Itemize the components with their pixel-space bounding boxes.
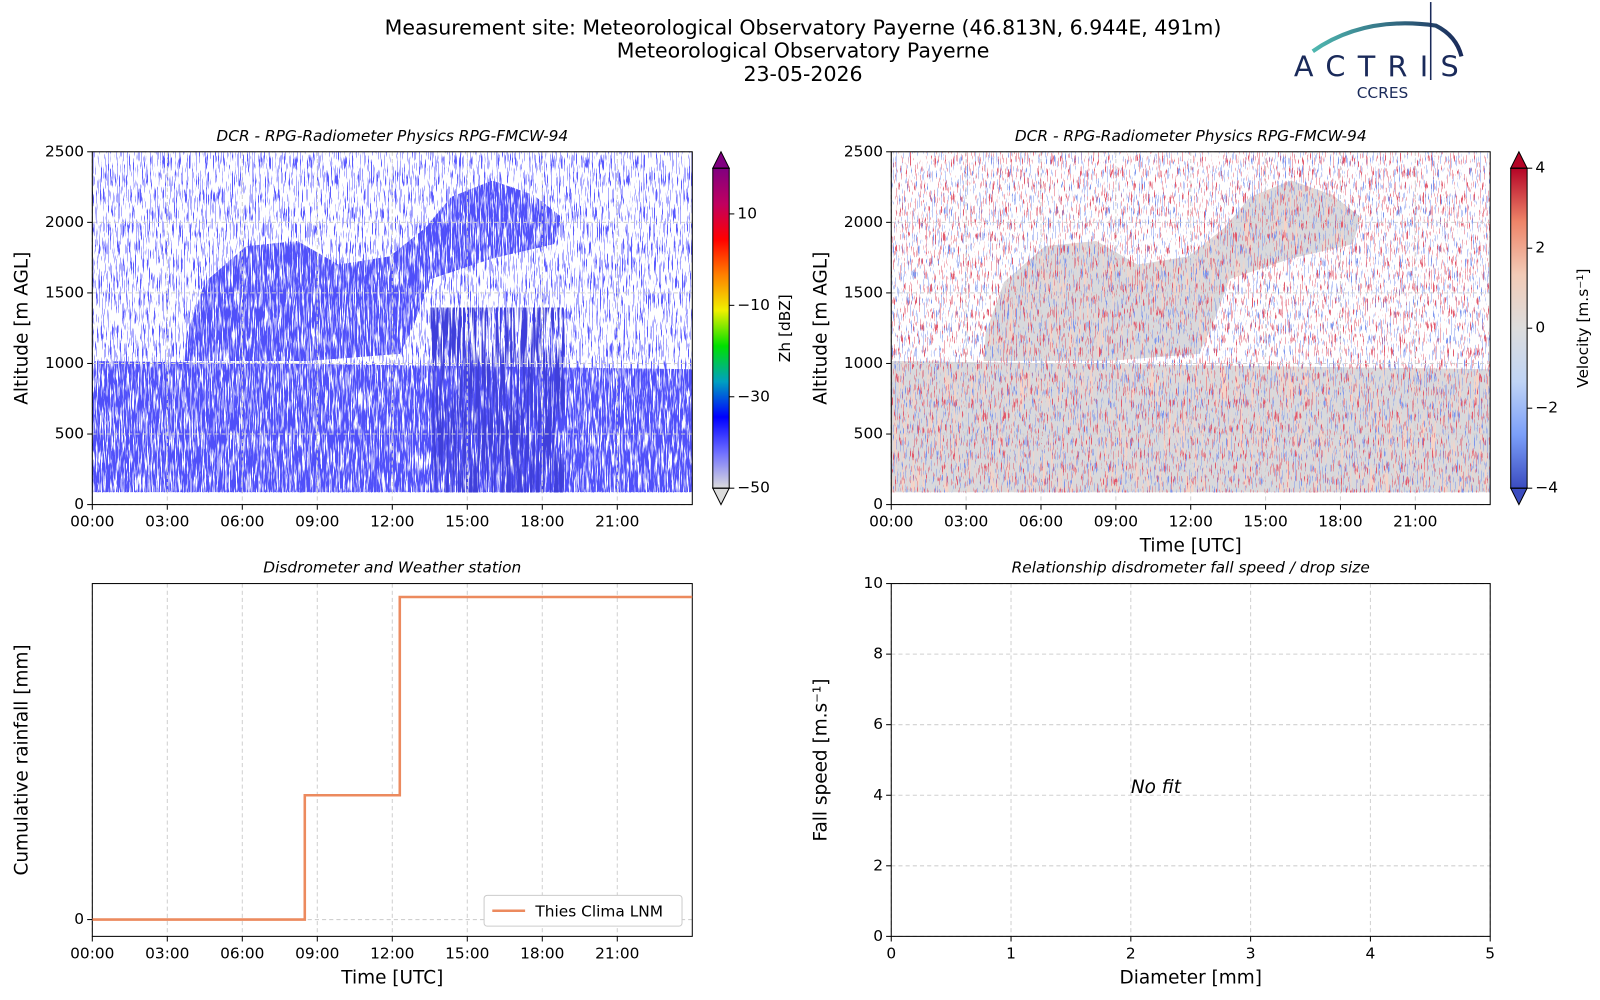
x-tick-label: 06:00 xyxy=(1019,513,1063,531)
x-tick-label: 2 xyxy=(1126,944,1136,962)
colorbar xyxy=(1510,168,1528,489)
y-tick-label: 1500 xyxy=(844,283,883,301)
y-tick-label: 0 xyxy=(74,495,84,513)
x-tick-label: 00:00 xyxy=(70,513,114,531)
x-tick-label: 18:00 xyxy=(520,944,564,962)
colorbar-label: Zh [dBZ] xyxy=(776,294,794,362)
axes-title: DCR - RPG-Radiometer Physics RPG-FMCW-94 xyxy=(1015,127,1367,145)
y-tick-label: 6 xyxy=(873,715,883,733)
x-tick-label: 03:00 xyxy=(145,944,189,962)
colorbar-frame xyxy=(712,167,730,489)
legend-box xyxy=(483,894,683,927)
x-tick-label: 21:00 xyxy=(595,944,639,962)
colorbar-label: Velocity [m.s⁻¹] xyxy=(1574,269,1592,388)
x-tick-label: 09:00 xyxy=(1094,513,1138,531)
line-series xyxy=(92,595,693,921)
x-tick-label: 09:00 xyxy=(295,513,339,531)
x-tick-label: 21:00 xyxy=(1393,513,1437,531)
echo-strong xyxy=(430,307,565,493)
x-tick-label: 06:00 xyxy=(220,944,264,962)
y-axis-label: Fall speed [m.s⁻¹] xyxy=(811,678,832,841)
x-tick-label: 0 xyxy=(886,944,896,962)
colorbar-tick-label: −50 xyxy=(737,479,769,497)
y-tick-label: 1000 xyxy=(844,354,883,372)
colorbar-extend-top xyxy=(1509,150,1528,169)
x-tick-label: 09:00 xyxy=(295,944,339,962)
x-tick-label: 00:00 xyxy=(869,513,913,531)
colorbar-tick-label: −30 xyxy=(737,387,769,405)
y-tick-label: 0 xyxy=(873,927,883,945)
y-axis-label: Altitude [m AGL] xyxy=(12,252,33,405)
y-axis-label: Altitude [m AGL] xyxy=(811,252,832,405)
logo: ACTRIS CCRES xyxy=(1294,2,1471,102)
x-tick-label: 15:00 xyxy=(445,944,489,962)
logo-sub: CCRES xyxy=(1357,84,1409,102)
y-tick-label: 2 xyxy=(873,856,883,874)
x-tick-label: 15:00 xyxy=(1243,513,1287,531)
colorbar-extend-bottom xyxy=(711,487,731,506)
y-tick-label: 0 xyxy=(873,495,883,513)
colorbar-tick-label: −4 xyxy=(1535,479,1558,497)
x-tick-label: 12:00 xyxy=(370,944,414,962)
colorbar-tick-label: 10 xyxy=(737,204,757,222)
y-tick-label: 500 xyxy=(854,425,883,443)
x-tick-label: 12:00 xyxy=(1169,513,1213,531)
axes-title: DCR - RPG-Radiometer Physics RPG-FMCW-94 xyxy=(216,127,568,145)
y-tick-label: 10 xyxy=(863,574,883,592)
y-tick-label: 2000 xyxy=(844,213,883,231)
y-tick-label: 4 xyxy=(873,786,883,804)
axes-title: Disdrometer and Weather station xyxy=(263,559,521,577)
axes-title: Relationship disdrometer fall speed / dr… xyxy=(1012,559,1370,577)
x-tick-label: 00:00 xyxy=(70,944,114,962)
y-tick-label: 2500 xyxy=(844,142,883,160)
axes-frame xyxy=(890,151,1491,506)
annotation: No fit xyxy=(1131,777,1182,798)
y-tick-label: 1000 xyxy=(45,354,84,372)
x-tick-label: 18:00 xyxy=(520,513,564,531)
colorbar-tick-label: 0 xyxy=(1535,319,1545,337)
colorbar-tick-label: −10 xyxy=(737,296,769,314)
x-tick-label: 03:00 xyxy=(944,513,988,531)
colorbar-tick-label: 4 xyxy=(1535,159,1545,177)
y-tick-label: 0 xyxy=(74,910,84,928)
colorbar xyxy=(712,168,730,489)
y-tick-label: 2000 xyxy=(45,213,84,231)
legend-label: Thies Clima LNM xyxy=(534,902,663,920)
x-axis-label: Time [UTC] xyxy=(1139,536,1242,557)
y-tick-label: 1500 xyxy=(45,283,84,301)
axes-frame xyxy=(91,151,693,506)
y-tick-label: 8 xyxy=(873,645,883,663)
x-tick-label: 1 xyxy=(1006,944,1016,962)
x-tick-label: 4 xyxy=(1366,944,1376,962)
x-axis-label: Time [UTC] xyxy=(340,967,443,988)
x-tick-label: 21:00 xyxy=(595,513,639,531)
y-axis-label: Cumulative rainfall [mm] xyxy=(12,644,33,875)
colorbar-tick-label: −2 xyxy=(1535,399,1558,417)
suptitle: 23-05-2026 xyxy=(743,62,862,86)
colorbar-extend-bottom xyxy=(1509,487,1528,506)
x-tick-label: 5 xyxy=(1485,944,1495,962)
x-tick-label: 03:00 xyxy=(145,513,189,531)
suptitle: Measurement site: Meteorological Observa… xyxy=(385,16,1222,40)
colorbar-tick-label: 2 xyxy=(1535,239,1545,257)
canvas: Measurement site: Meteorological Observa… xyxy=(12,2,1592,988)
x-tick-label: 15:00 xyxy=(445,513,489,531)
x-tick-label: 12:00 xyxy=(370,513,414,531)
lines xyxy=(92,595,693,921)
colorbar-extend-top xyxy=(711,150,731,169)
y-tick-label: 500 xyxy=(55,425,84,443)
axes-frame xyxy=(890,583,1491,937)
y-tick-label: 2500 xyxy=(45,142,84,160)
x-tick-label: 18:00 xyxy=(1318,513,1362,531)
x-tick-label: 3 xyxy=(1246,944,1256,962)
suptitle: Meteorological Observatory Payerne xyxy=(617,38,990,62)
x-axis-label: Diameter [mm] xyxy=(1120,967,1262,988)
logo-text: ACTRIS xyxy=(1294,50,1471,84)
axes-frame xyxy=(91,583,693,937)
x-tick-label: 06:00 xyxy=(220,513,264,531)
